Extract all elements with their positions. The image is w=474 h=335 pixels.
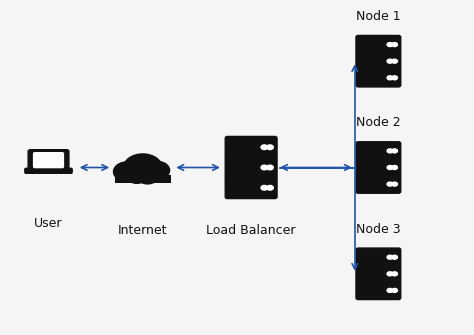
FancyBboxPatch shape [34, 153, 64, 168]
FancyBboxPatch shape [115, 175, 171, 183]
Circle shape [387, 182, 393, 186]
Circle shape [387, 165, 393, 170]
Circle shape [267, 165, 273, 170]
FancyBboxPatch shape [356, 36, 401, 54]
FancyBboxPatch shape [356, 69, 401, 87]
FancyBboxPatch shape [356, 142, 401, 160]
Circle shape [387, 43, 393, 47]
Circle shape [387, 288, 393, 292]
FancyBboxPatch shape [356, 265, 401, 283]
Circle shape [113, 162, 142, 182]
Text: Internet: Internet [118, 224, 167, 237]
FancyBboxPatch shape [356, 158, 401, 177]
Circle shape [392, 288, 398, 292]
FancyBboxPatch shape [356, 175, 401, 193]
FancyBboxPatch shape [225, 157, 277, 178]
Circle shape [387, 272, 393, 276]
Text: Node 2: Node 2 [356, 116, 401, 129]
Circle shape [392, 59, 398, 63]
FancyBboxPatch shape [356, 52, 401, 70]
Circle shape [124, 154, 162, 181]
Circle shape [387, 255, 393, 259]
Circle shape [392, 149, 398, 153]
Circle shape [144, 161, 170, 179]
Text: User: User [34, 217, 63, 230]
Circle shape [261, 186, 268, 190]
Circle shape [392, 182, 398, 186]
FancyBboxPatch shape [225, 136, 277, 158]
FancyBboxPatch shape [225, 177, 277, 199]
Text: Node 1: Node 1 [356, 10, 401, 23]
Circle shape [387, 59, 393, 63]
Circle shape [387, 149, 393, 153]
Text: Load Balancer: Load Balancer [206, 224, 296, 237]
Circle shape [392, 255, 398, 259]
Circle shape [392, 76, 398, 80]
Circle shape [267, 145, 273, 149]
Circle shape [261, 145, 268, 149]
Circle shape [392, 165, 398, 170]
FancyBboxPatch shape [356, 248, 401, 266]
Circle shape [387, 76, 393, 80]
FancyBboxPatch shape [356, 281, 401, 299]
FancyBboxPatch shape [25, 168, 72, 173]
Circle shape [137, 168, 159, 184]
Circle shape [392, 43, 398, 47]
Text: Node 3: Node 3 [356, 222, 401, 236]
Circle shape [126, 168, 148, 183]
FancyBboxPatch shape [28, 150, 69, 171]
Circle shape [392, 272, 398, 276]
Circle shape [261, 165, 268, 170]
Circle shape [267, 186, 273, 190]
